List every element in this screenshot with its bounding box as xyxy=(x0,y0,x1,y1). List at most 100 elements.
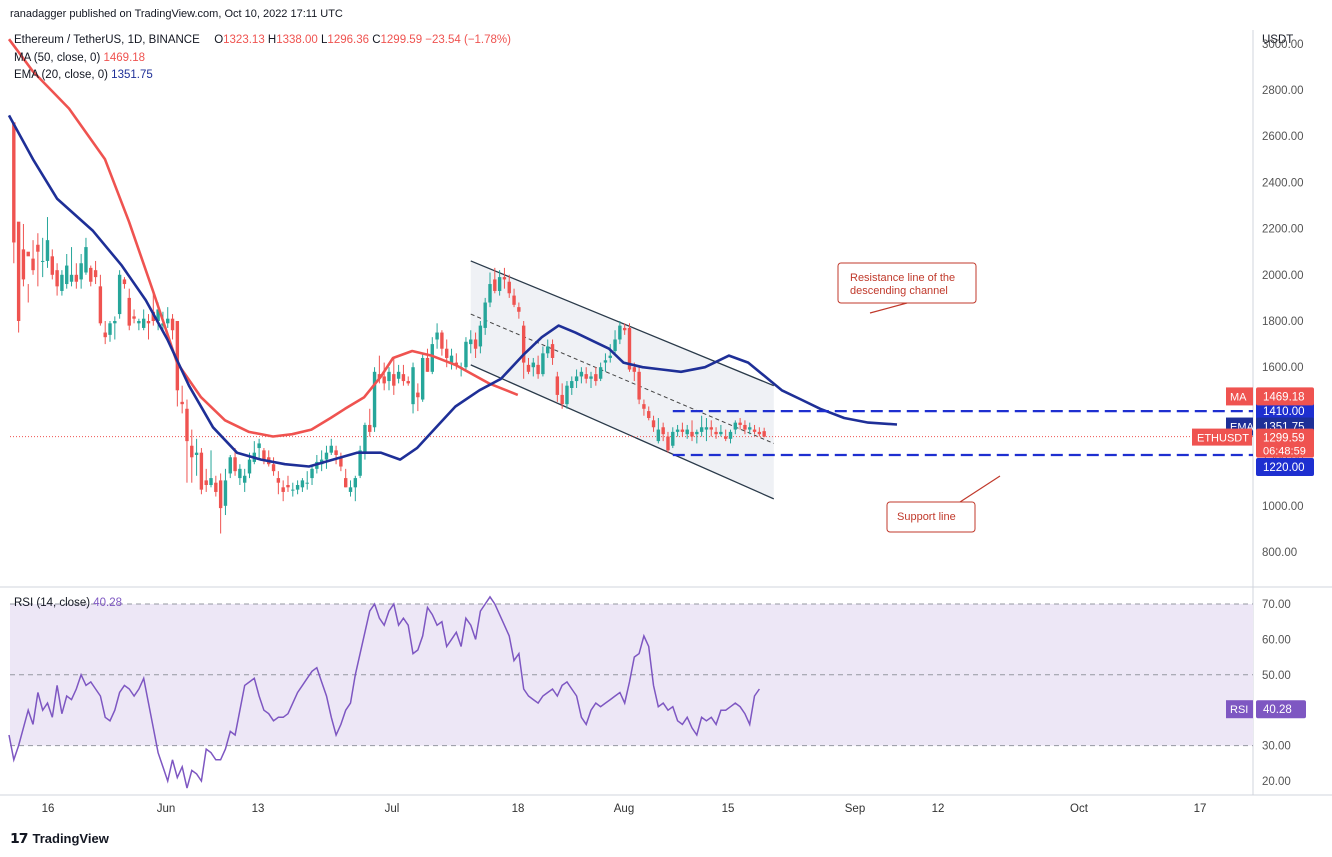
candle-body xyxy=(584,374,588,379)
candle-body xyxy=(536,364,540,375)
price-tick-label: 2600.00 xyxy=(1262,131,1304,143)
candle-body xyxy=(382,376,386,384)
ma-legend-value: 1469.18 xyxy=(103,52,146,64)
ma-tag-label-bg xyxy=(1226,387,1253,406)
candle-body xyxy=(613,339,617,352)
ohlc-high: 1338.00 xyxy=(276,34,318,46)
candle-body xyxy=(531,362,535,368)
ema20-line xyxy=(7,114,898,468)
ma-legend[interactable]: MA (50, close, 0) 1469.18 xyxy=(14,52,145,64)
candle-body xyxy=(166,318,170,324)
candle-body xyxy=(262,450,266,460)
candle-body xyxy=(526,364,531,372)
candle-body xyxy=(31,258,35,271)
candle-body xyxy=(344,478,348,488)
tradingview-brand[interactable]: 𝟭𝟳 TradingView xyxy=(10,830,109,847)
candle-body xyxy=(348,487,353,492)
time-tick-label: Oct xyxy=(1070,803,1089,815)
candle-body xyxy=(680,429,685,432)
candle-body xyxy=(401,374,406,382)
candle-body xyxy=(223,480,228,506)
candle-body xyxy=(60,274,64,291)
ohlc-open: 1323.13 xyxy=(223,34,265,46)
candle-body xyxy=(748,427,752,430)
candle-body xyxy=(550,344,555,358)
candle-body xyxy=(190,445,194,458)
candle-body xyxy=(445,348,449,358)
price-tick-label: 3000.00 xyxy=(1262,39,1304,51)
candle-body xyxy=(695,431,699,435)
candle-body xyxy=(228,457,232,474)
candle-body xyxy=(396,371,401,379)
candle-body xyxy=(565,385,569,405)
candle-body xyxy=(45,240,50,261)
candle-body xyxy=(113,321,117,324)
candle-body xyxy=(108,323,112,335)
candle-body xyxy=(98,286,103,324)
candle-body xyxy=(199,452,204,490)
candle-body xyxy=(387,371,391,382)
rsi-legend[interactable]: RSI (14, close) 40.28 xyxy=(14,597,122,609)
candle-body xyxy=(675,429,680,432)
candle-body xyxy=(50,256,54,275)
candle-body xyxy=(454,362,459,365)
price-tick-label: 1000.00 xyxy=(1262,501,1304,513)
symbol-name[interactable]: Ethereum / TetherUS, 1D, BINANCE xyxy=(14,34,200,46)
candle-body xyxy=(685,429,689,435)
candle-body xyxy=(603,360,608,363)
rsi-tick-label: 50.00 xyxy=(1262,670,1291,682)
candle-body xyxy=(372,371,377,428)
ohlc-c-label: C xyxy=(372,34,381,46)
candle-body xyxy=(185,408,189,442)
candle-body xyxy=(497,277,502,291)
level-high-tag-bg xyxy=(1256,402,1314,421)
candle-body xyxy=(627,327,632,370)
price-tick-label: 800.00 xyxy=(1262,547,1297,559)
candle-body xyxy=(156,309,160,321)
candle-body xyxy=(26,251,30,257)
level-high-tag: 1410.00 xyxy=(1263,406,1305,418)
candle-body xyxy=(286,485,290,488)
ema-legend[interactable]: EMA (20, close, 0) 1351.75 xyxy=(14,69,153,81)
candle-body xyxy=(690,431,694,437)
time-tick-label: 17 xyxy=(1194,803,1207,815)
candle-body xyxy=(762,431,766,437)
rsi-tag-label: RSI xyxy=(1230,704,1248,716)
candle-body xyxy=(757,431,762,435)
candle-body xyxy=(392,374,396,386)
ohlc-low: 1296.36 xyxy=(327,34,369,46)
candle-body xyxy=(546,346,550,354)
candle-body xyxy=(146,321,151,324)
price-tick-label: 2800.00 xyxy=(1262,85,1304,97)
ohlc-l-label: L xyxy=(321,34,328,46)
price-tick-label: 2400.00 xyxy=(1262,177,1304,189)
candle-body xyxy=(310,468,314,479)
candle-body xyxy=(733,422,738,430)
time-tick-label: 13 xyxy=(252,803,265,815)
candle-body xyxy=(295,485,300,490)
symbol-legend: Ethereum / TetherUS, 1D, BINANCE O1323.1… xyxy=(14,34,511,46)
candle-body xyxy=(214,482,218,492)
candle-body xyxy=(541,353,545,375)
candle-body xyxy=(560,394,564,405)
candle-body xyxy=(493,279,497,291)
candle-body xyxy=(411,367,415,405)
rsi-legend-label: RSI (14, close) xyxy=(14,597,91,609)
candle-body xyxy=(507,281,511,294)
candle-body xyxy=(579,371,584,377)
candle-body xyxy=(238,468,242,479)
candle-body xyxy=(117,274,122,315)
candle-body xyxy=(305,482,309,484)
candle-body xyxy=(555,376,560,395)
ohlc-close: 1299.59 xyxy=(380,34,423,46)
time-tick-label: Jun xyxy=(157,803,176,815)
candle-body xyxy=(368,424,372,432)
price-tick-label: 2200.00 xyxy=(1262,224,1304,236)
candle-body xyxy=(281,487,285,492)
candle-body xyxy=(89,267,93,282)
price-tick-label: 1600.00 xyxy=(1262,362,1304,374)
annotation-resistance-text: Resistance line of the xyxy=(850,272,955,284)
candle-body xyxy=(512,295,516,305)
